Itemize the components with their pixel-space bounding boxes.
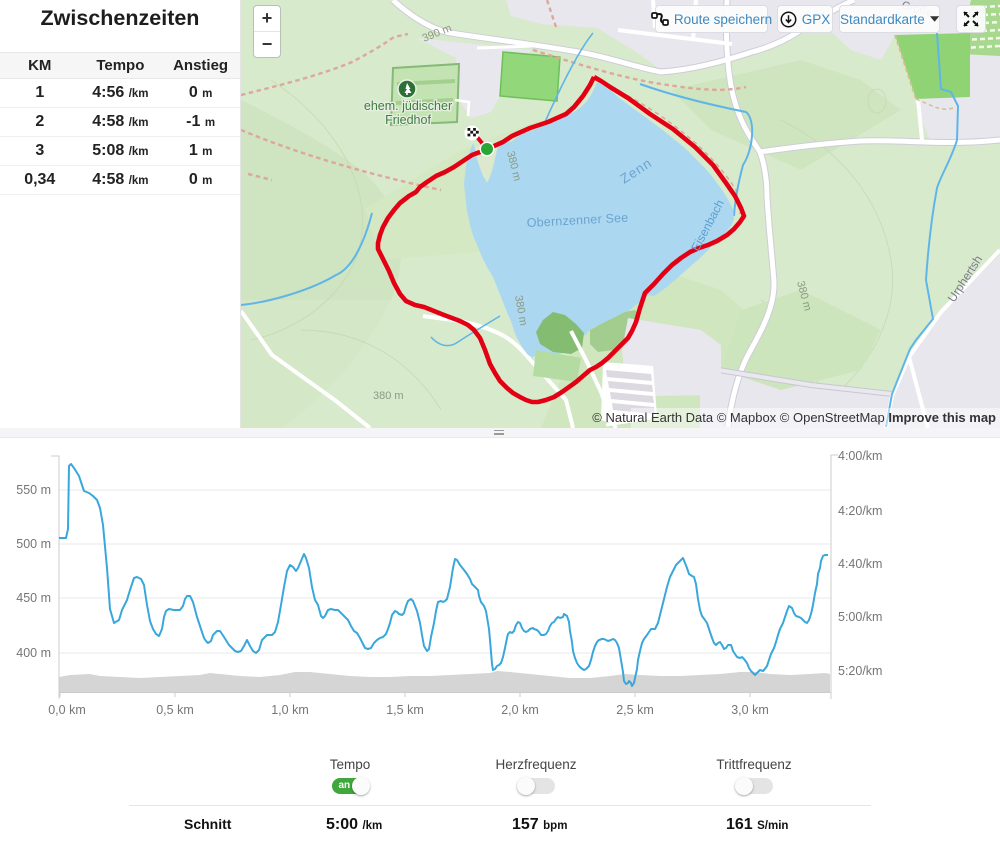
svg-text:380 m: 380 m (373, 390, 404, 402)
svg-text:5:00/km: 5:00/km (838, 610, 882, 624)
svg-text:1,0 km: 1,0 km (271, 703, 309, 717)
svg-text:1,5 km: 1,5 km (386, 703, 424, 717)
svg-text:ehem. jüdischer: ehem. jüdischer (364, 99, 452, 113)
svg-text:Obernzenner See: Obernzenner See (526, 211, 628, 230)
svg-text:2,5 km: 2,5 km (616, 703, 654, 717)
svg-text:550 m: 550 m (16, 483, 51, 497)
svg-text:4:40/km: 4:40/km (838, 557, 882, 571)
svg-text:5:20/km: 5:20/km (838, 664, 882, 678)
svg-text:4:00/km: 4:00/km (838, 449, 882, 463)
svg-text:0,0 km: 0,0 km (48, 703, 86, 717)
svg-text:500 m: 500 m (16, 537, 51, 551)
svg-text:380 m: 380 m (512, 294, 529, 326)
svg-text:450 m: 450 m (16, 591, 51, 605)
svg-text:0,5 km: 0,5 km (156, 703, 194, 717)
svg-text:400 m: 400 m (16, 646, 51, 660)
svg-text:4:20/km: 4:20/km (838, 504, 882, 518)
svg-text:© Natural Earth Data © Mapbox: © Natural Earth Data © Mapbox © OpenStre… (592, 410, 996, 425)
svg-text:3,0 km: 3,0 km (731, 703, 769, 717)
svg-text:2,0 km: 2,0 km (501, 703, 539, 717)
svg-text:Friedhof: Friedhof (385, 113, 431, 127)
